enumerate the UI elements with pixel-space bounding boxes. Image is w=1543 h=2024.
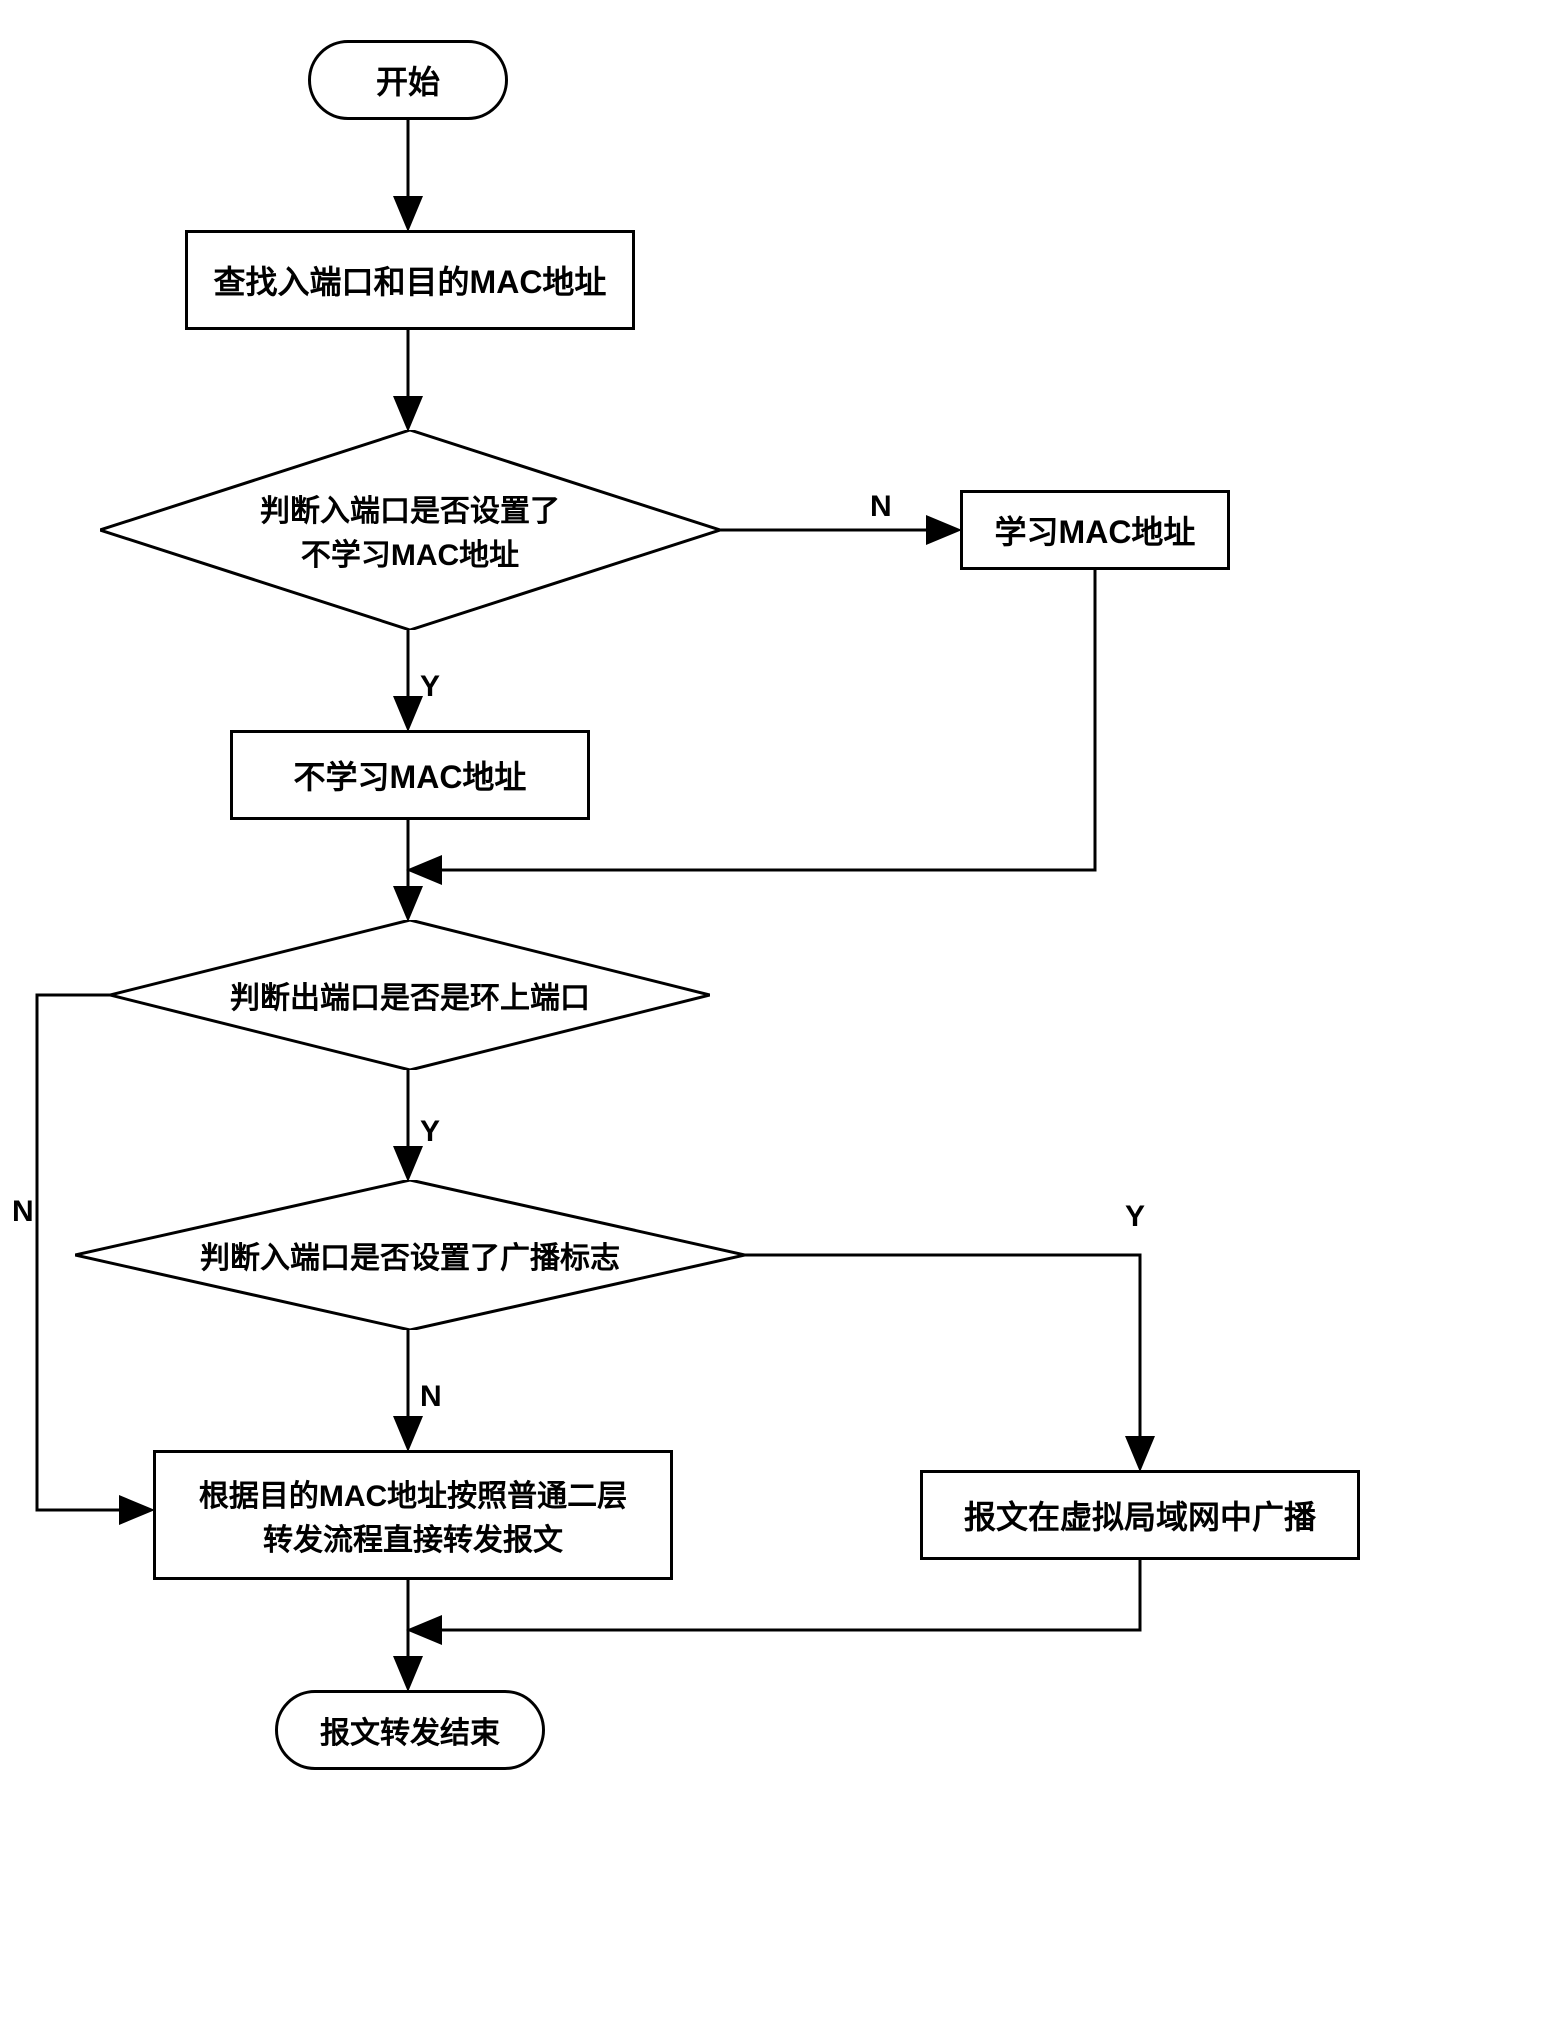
start-node: 开始	[308, 40, 508, 120]
lookup-process: 查找入端口和目的MAC地址	[185, 230, 635, 330]
flowchart-canvas: 开始 查找入端口和目的MAC地址 判断入端口是否设置了 不学习MAC地址 学习M…	[0, 0, 1543, 2024]
broadcast-flag-decision-label: 判断入端口是否设置了广播标志	[160, 1233, 660, 1277]
forward-process: 根据目的MAC地址按照普通二层 转发流程直接转发报文	[153, 1450, 673, 1580]
edge-label-n1: N	[870, 490, 892, 524]
learn-mac-label: 学习MAC地址	[995, 507, 1196, 553]
start-label: 开始	[376, 57, 440, 103]
no-learn-mac-label: 不学习MAC地址	[294, 752, 527, 798]
broadcast-flag-decision: 判断入端口是否设置了广播标志	[75, 1180, 745, 1330]
edge-label-y1: Y	[420, 670, 440, 704]
broadcast-process: 报文在虚拟局域网中广播	[920, 1470, 1360, 1560]
broadcast-label: 报文在虚拟局域网中广播	[964, 1492, 1316, 1538]
end-label: 报文转发结束	[320, 1708, 500, 1752]
end-node: 报文转发结束	[275, 1690, 545, 1770]
learn-mac-process: 学习MAC地址	[960, 490, 1230, 570]
ring-port-decision-label: 判断出端口是否是环上端口	[190, 973, 630, 1017]
edge-label-n3: N	[420, 1380, 442, 1414]
edge-label-n2: N	[12, 1195, 34, 1229]
edge-label-y3: Y	[1125, 1200, 1145, 1234]
lookup-label: 查找入端口和目的MAC地址	[214, 257, 607, 303]
ring-port-decision: 判断出端口是否是环上端口	[110, 920, 710, 1070]
no-learn-mac-process: 不学习MAC地址	[230, 730, 590, 820]
forward-label: 根据目的MAC地址按照普通二层 转发流程直接转发报文	[199, 1471, 627, 1559]
edge-label-y2: Y	[420, 1115, 440, 1149]
mac-learn-decision: 判断入端口是否设置了 不学习MAC地址	[100, 430, 720, 630]
mac-learn-decision-label: 判断入端口是否设置了 不学习MAC地址	[220, 486, 600, 574]
